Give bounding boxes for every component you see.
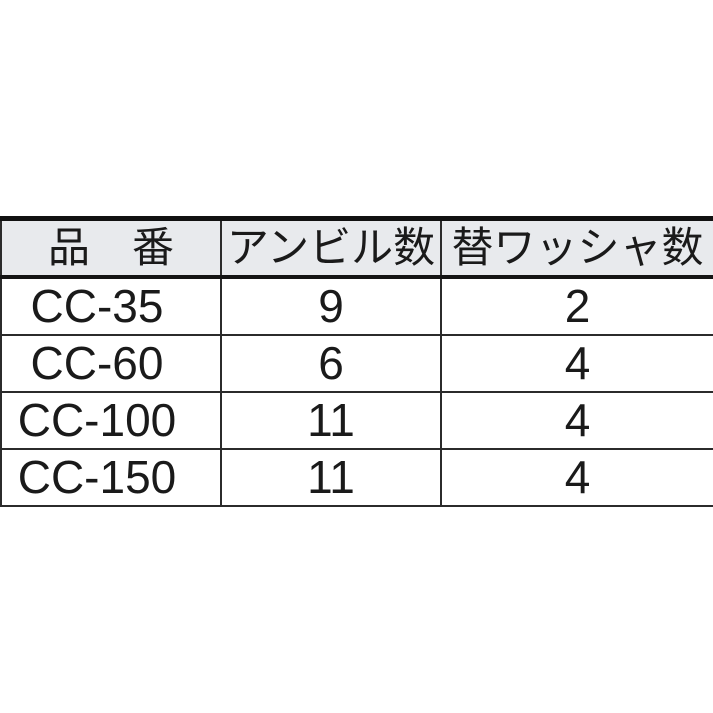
column-header-product: 品 番 (0, 216, 222, 279)
column-header-anvil-count: アンビル数 (220, 216, 442, 279)
cell-anvil-count: 9 (220, 277, 442, 336)
table-header: 品 番 アンビル数 替ワッシャ数 (0, 216, 713, 279)
table-row: CC-150 11 4 (0, 449, 713, 507)
cell-anvil-count: 6 (220, 335, 442, 393)
table-row: CC-60 6 4 (0, 335, 713, 393)
cell-washer-count: 4 (440, 449, 713, 507)
cell-product: CC-35 (0, 277, 222, 336)
cell-washer-count: 2 (440, 277, 713, 336)
cell-product: CC-100 (0, 392, 222, 450)
header-row: 品 番 アンビル数 替ワッシャ数 (0, 216, 713, 279)
cell-product: CC-150 (0, 449, 222, 507)
cell-washer-count: 4 (440, 335, 713, 393)
table-body: CC-35 9 2 CC-60 6 4 CC-100 11 4 CC-150 1… (0, 277, 713, 507)
cell-washer-count: 4 (440, 392, 713, 450)
product-spec-table: 品 番 アンビル数 替ワッシャ数 CC-35 9 2 CC-60 6 4 CC-… (0, 216, 713, 507)
table-row: CC-100 11 4 (0, 392, 713, 450)
cell-anvil-count: 11 (220, 392, 442, 450)
cell-anvil-count: 11 (220, 449, 442, 507)
column-header-washer-count: 替ワッシャ数 (440, 216, 713, 279)
cell-product: CC-60 (0, 335, 222, 393)
table-row: CC-35 9 2 (0, 277, 713, 336)
